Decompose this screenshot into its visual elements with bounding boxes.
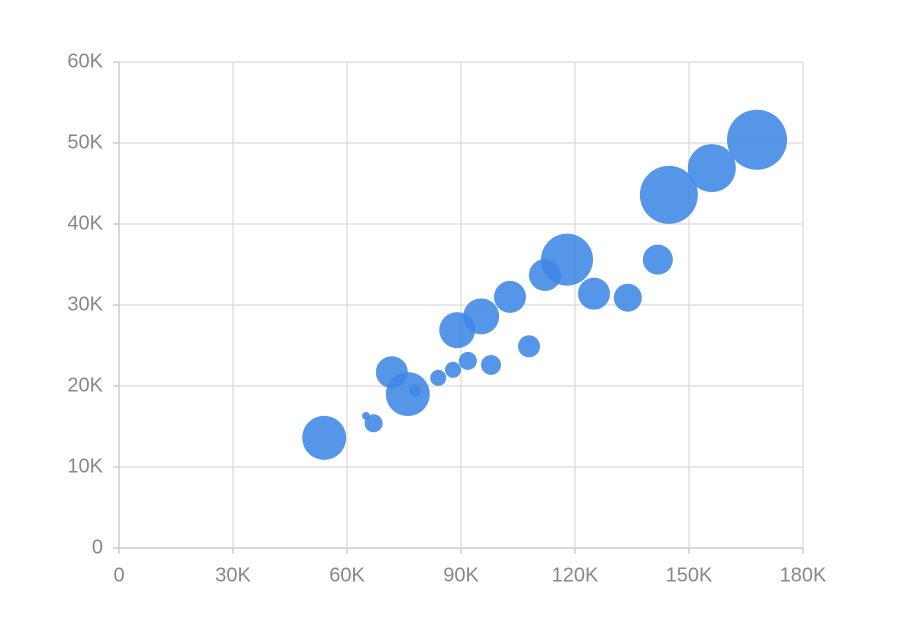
y-tick-label: 10K	[67, 455, 103, 477]
x-tick-label: 0	[113, 564, 124, 586]
bubble	[687, 144, 736, 193]
bubble	[494, 280, 527, 313]
bubble	[458, 351, 477, 370]
bubble	[302, 415, 347, 460]
bubble	[430, 369, 447, 386]
y-tick-label: 60K	[67, 50, 103, 72]
bubble	[364, 414, 383, 433]
x-tick-label: 180K	[780, 564, 827, 586]
y-tick-label: 0	[92, 536, 103, 558]
bubble	[445, 361, 462, 378]
y-tick-label: 40K	[67, 212, 103, 234]
x-tick-label: 90K	[443, 564, 479, 586]
bubble	[463, 298, 500, 335]
bubble	[385, 372, 430, 417]
x-tick-label: 60K	[329, 564, 365, 586]
y-tick-label: 50K	[67, 131, 103, 153]
x-tick-label: 150K	[666, 564, 713, 586]
bubble	[578, 277, 610, 310]
bubble	[613, 283, 642, 312]
y-tick-label: 20K	[67, 374, 103, 396]
bubble	[518, 335, 541, 358]
bubble	[642, 244, 673, 275]
y-tick-label: 30K	[67, 293, 103, 315]
bubble	[481, 354, 502, 375]
x-tick-label: 30K	[215, 564, 251, 586]
bubble	[541, 233, 594, 286]
bubble	[409, 384, 422, 397]
x-tick-label: 120K	[552, 564, 599, 586]
bubble	[639, 165, 698, 224]
bubble	[727, 109, 788, 170]
